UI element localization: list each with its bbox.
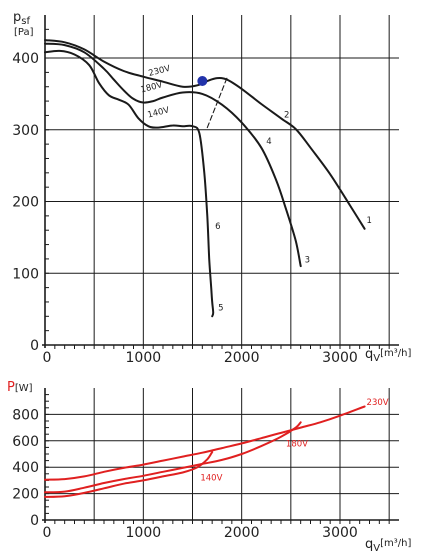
y-tick-label: 0 bbox=[30, 513, 39, 529]
curve-label: 4 bbox=[266, 137, 271, 147]
power-chart-grid bbox=[42, 388, 399, 523]
x-tick-label: 1000 bbox=[126, 350, 162, 366]
y-tick-label: 400 bbox=[12, 51, 39, 67]
operating-point-marker bbox=[197, 76, 208, 86]
x-tick-label: 2000 bbox=[224, 525, 260, 541]
curve-label: 5 bbox=[218, 304, 223, 314]
pressure-axis-title: psf bbox=[13, 10, 30, 27]
pressure-axis-subscript: sf bbox=[21, 16, 30, 27]
x-tick-label: 0 bbox=[43, 350, 52, 366]
curve-label: 140V bbox=[200, 473, 222, 483]
power-chart-curve-labels: 230V 180V 140V bbox=[200, 398, 388, 483]
curve-label: 2 bbox=[284, 111, 289, 121]
curve-label: 1 bbox=[367, 216, 372, 226]
pressure-chart-grid bbox=[42, 15, 399, 348]
x-tick-label: 1000 bbox=[126, 525, 162, 541]
curve-label: 140V bbox=[147, 105, 171, 120]
series-line-140v bbox=[44, 49, 215, 318]
pressure-axis-symbol: p bbox=[13, 10, 21, 25]
y-tick-label: 100 bbox=[12, 266, 39, 282]
power-x-axis-unit: [m³/h] bbox=[380, 538, 411, 549]
power-chart-ticks: 0 200 400 600 800 0 1000 2000 3000 bbox=[12, 394, 390, 541]
series-line-180v bbox=[44, 42, 302, 268]
curve-label: 180V bbox=[286, 440, 308, 450]
x-tick-label: 2000 bbox=[224, 350, 260, 366]
pressure-chart-ticks: 0 100 200 300 400 0 1000 2000 3000 bbox=[12, 28, 390, 366]
x-tick-label: 0 bbox=[43, 525, 52, 541]
pressure-x-axis-symbol: q bbox=[365, 347, 373, 362]
curve-label: 230V bbox=[148, 64, 172, 79]
pressure-chart-series bbox=[44, 39, 366, 318]
pressure-x-axis-subscript: V bbox=[373, 353, 380, 364]
x-tick-label: 3000 bbox=[322, 350, 358, 366]
series-line-180v bbox=[44, 421, 302, 494]
curve-label: 6 bbox=[215, 222, 220, 232]
power-x-axis-title: qV[m³/h] bbox=[365, 537, 411, 554]
power-x-axis-symbol: q bbox=[365, 537, 373, 552]
power-chart-series bbox=[44, 405, 366, 498]
series-line-230v bbox=[44, 39, 366, 230]
pressure-x-axis-title: qV[m³/h] bbox=[365, 347, 411, 364]
power-axis-title: P[W] bbox=[7, 380, 33, 395]
y-tick-label: 200 bbox=[12, 487, 39, 503]
y-tick-label: 600 bbox=[12, 434, 39, 450]
y-tick-label: 200 bbox=[12, 195, 39, 211]
y-tick-label: 800 bbox=[12, 407, 39, 423]
series-line-dashed bbox=[206, 77, 228, 129]
y-tick-label: 400 bbox=[12, 460, 39, 476]
power-axis-symbol: P bbox=[7, 380, 15, 395]
pressure-axis-unit: [Pa] bbox=[14, 27, 34, 38]
series-line-230v bbox=[44, 405, 366, 481]
curve-label: 3 bbox=[305, 256, 310, 266]
y-tick-label: 0 bbox=[30, 338, 39, 354]
curve-label: 230V bbox=[367, 398, 389, 408]
power-x-axis-subscript: V bbox=[373, 543, 380, 554]
pressure-x-axis-unit: [m³/h] bbox=[380, 348, 411, 359]
series-line-140v bbox=[44, 451, 214, 498]
y-tick-label: 300 bbox=[12, 123, 39, 139]
power-axis-unit: [W] bbox=[15, 383, 33, 394]
x-tick-label: 3000 bbox=[322, 525, 358, 541]
